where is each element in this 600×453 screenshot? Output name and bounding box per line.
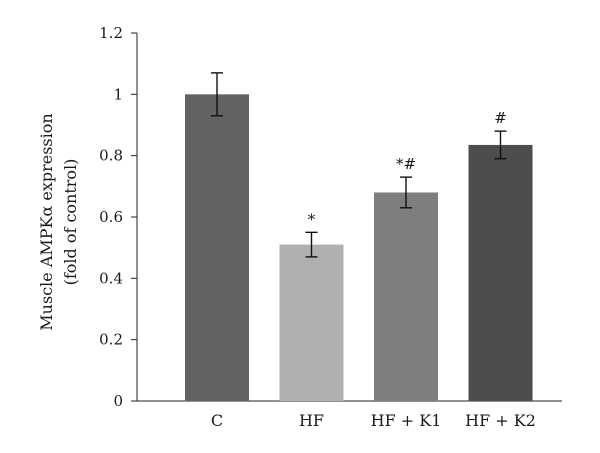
x-tick-label: C [211,411,223,430]
y-axis-title-line-1: Muscle AMPKα expression [37,113,56,330]
x-tick-labels: C HF HF + K1 HF + K2 [211,411,536,430]
y-tick-label: 0 [113,392,123,410]
bar [374,192,438,401]
y-tick-label: 1.2 [99,24,123,42]
y-ticks: 0 0.2 0.4 0.6 0.8 1 1.2 [99,24,137,410]
x-tick-label: HF + K1 [371,411,442,430]
significance-marker: # [494,109,507,127]
significance-marker: * [308,210,316,228]
y-tick-label: 0.2 [99,331,123,349]
y-axis-title: Muscle AMPKα expression (fold of control… [37,113,80,330]
y-axis-title-line-2: (fold of control) [61,159,80,286]
y-tick-label: 0.4 [99,269,123,287]
x-tick-label: HF + K2 [465,411,536,430]
bar [185,94,249,401]
y-tick-label: 0.6 [99,208,123,226]
error-bars [211,72,507,258]
bar [468,144,533,401]
x-tick-label: HF [299,411,324,430]
y-tick-label: 1 [113,85,123,103]
significance-marker: *# [396,155,416,173]
bars [185,94,533,401]
bar [279,244,344,401]
y-tick-label: 0.8 [99,147,123,165]
significance-annotations: * *# # [308,109,507,228]
